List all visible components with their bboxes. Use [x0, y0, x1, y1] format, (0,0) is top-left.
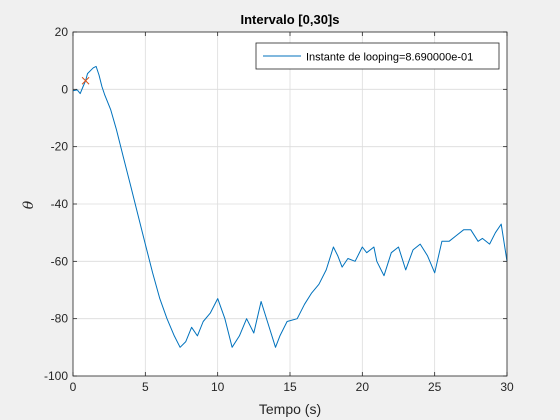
y-tick-label: -20	[51, 140, 69, 154]
marker-layer	[81, 76, 90, 85]
x-axis-label: Tempo (s)	[259, 401, 321, 417]
x-tick-label: 0	[70, 380, 77, 394]
chart-title: Intervalo [0,30]s	[241, 12, 340, 27]
y-axis-label: θ	[21, 200, 37, 209]
x-tick-label: 20	[356, 380, 370, 394]
x-tick-label: 30	[500, 380, 514, 394]
looping-instant-marker	[81, 76, 90, 85]
series-layer	[72, 65, 508, 348]
y-tick-label: 20	[55, 25, 69, 39]
x-tick-label: 10	[211, 380, 225, 394]
y-tick-label: -60	[51, 254, 69, 268]
y-tick-label: 0	[61, 82, 68, 96]
y-tick-label: -40	[51, 197, 69, 211]
ticks: 0 5 10 15 20 25 30 -100 -80 -60 -40 -20 0 20	[44, 25, 514, 394]
legend: Instante de looping=8.690000e-01	[255, 42, 500, 70]
legend-entry-label: Instante de looping=8.690000e-01	[306, 52, 473, 64]
y-tick-label: -100	[44, 369, 68, 383]
series-line	[72, 65, 508, 348]
y-tick-label: -80	[51, 312, 69, 326]
x-tick-label: 25	[428, 380, 442, 394]
x-tick-label: 15	[283, 380, 297, 394]
x-tick-label: 5	[142, 380, 149, 394]
